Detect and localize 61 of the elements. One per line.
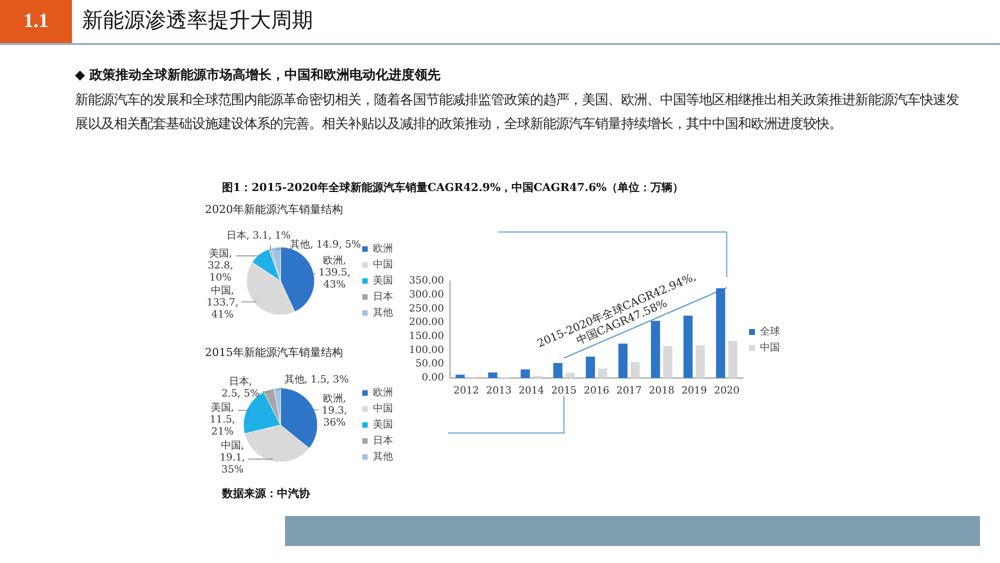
bar xyxy=(716,288,726,378)
bar xyxy=(728,340,738,378)
x-tick-label: 2013 xyxy=(486,386,512,397)
x-tick-label: 2015 xyxy=(551,386,577,397)
caption: 图1：2015-2020年全球新能源汽车销量CAGR42.9%，中国CAGR47.6%（单位：万辆） xyxy=(222,180,684,195)
legend-label: 美国 xyxy=(373,274,393,287)
source-note: 数据来源：中汽协 xyxy=(222,486,310,501)
y-tick-label: 300.00 xyxy=(408,289,444,300)
data-label: 其他, 14.9, 5% xyxy=(290,238,361,251)
legend-label: 中国 xyxy=(760,342,780,354)
legend-label: 其他 xyxy=(373,450,393,463)
bar xyxy=(630,362,640,378)
legend-label: 全球 xyxy=(760,326,780,338)
y-tick-label: 0.00 xyxy=(422,372,444,384)
data-label: 中国, 19.1, 35% xyxy=(220,440,246,476)
y-tick-label: 350.00 xyxy=(408,276,444,287)
bar xyxy=(520,369,530,378)
y-tick-label: 150.00 xyxy=(408,331,444,342)
bar xyxy=(488,372,498,378)
data-label: 其他, 1.5, 3% xyxy=(284,374,349,386)
y-tick-label: 200.00 xyxy=(408,317,444,328)
legend-label: 其他 xyxy=(373,306,393,319)
x-tick-label: 2018 xyxy=(648,386,674,397)
text: 1.1 xyxy=(0,0,72,43)
legend-label: 欧洲 xyxy=(373,242,393,255)
text: 新能源汽车的发展和全球范围内能源革命密切相关，随着各国节能减排监管政策的趋严，美国、欧洲、中国等地区相继推出相关政策推进新能源汽车快速发展以及相关配套基础设施建设体系的完善。相关补贴以及减排的政策推动，全球新能源汽车销量持续增长，其中中国和欧洲进度较快。 xyxy=(75,92,960,134)
text: ◆ 政策推动全球新能源市场高增长，中国和欧洲电动化进度领先 xyxy=(75,66,441,84)
x-tick-label: 2016 xyxy=(584,386,610,397)
data-label: 美国, 11.5, 21% xyxy=(210,402,236,438)
bar xyxy=(663,346,672,378)
text: 新能源渗透率提升大周期 xyxy=(82,7,313,34)
bar xyxy=(586,356,595,378)
data-label: 欧洲, 19.3, 36% xyxy=(322,392,348,429)
y-tick-label: 50.00 xyxy=(415,358,444,370)
data-label: 美国, 32.8, 10% xyxy=(208,248,234,284)
bar xyxy=(553,363,562,378)
legend-label: 美国 xyxy=(373,418,393,431)
x-tick-label: 2012 xyxy=(454,386,479,397)
bar xyxy=(565,372,575,378)
legend-label: 欧洲 xyxy=(373,386,393,399)
bar xyxy=(456,374,465,378)
x-tick-label: 2014 xyxy=(518,386,544,397)
bar xyxy=(598,368,608,378)
x-tick-label: 2017 xyxy=(616,386,642,397)
y-tick-label: 250.00 xyxy=(408,303,444,314)
chart-title: 2015年新能源汽车销量结构 xyxy=(205,345,344,361)
legend-label: 日本 xyxy=(373,290,393,303)
x-tick-label: 2020 xyxy=(714,386,740,397)
legend-label: 中国 xyxy=(373,402,393,415)
data-label: 欧洲, 139.5, 43% xyxy=(318,254,350,291)
data-label: 中国, 133.7, 41% xyxy=(206,284,238,321)
legend-label: 中国 xyxy=(373,258,393,271)
y-tick-label: 100.00 xyxy=(408,344,444,356)
legend-label: 日本 xyxy=(373,434,393,447)
chart-title: 2020年新能源汽车销量结构 xyxy=(205,202,344,218)
x-tick-label: 2019 xyxy=(681,386,707,397)
bar xyxy=(683,316,693,378)
data-label: 日本, 2.5, 5% xyxy=(221,376,260,400)
data-label: 日本, 3.1, 1% xyxy=(226,230,291,242)
bar xyxy=(618,344,628,378)
bar xyxy=(696,345,705,378)
